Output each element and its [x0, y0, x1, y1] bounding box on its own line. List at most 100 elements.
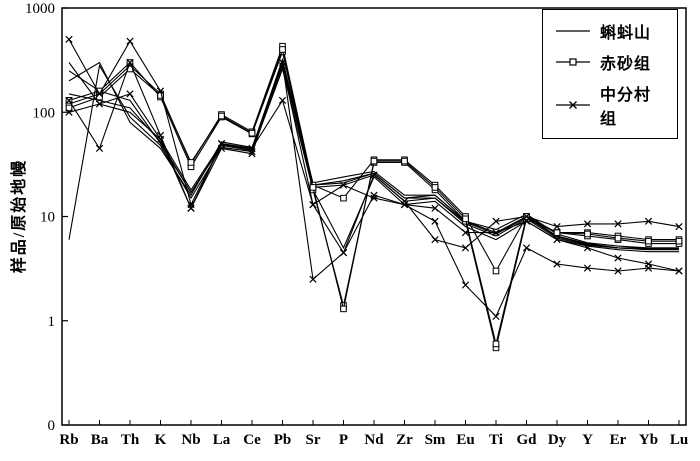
- x-marker: [553, 236, 561, 244]
- x-marker: [461, 281, 470, 289]
- x-marker: [126, 90, 134, 98]
- y-tick-label: 1: [48, 314, 56, 330]
- x-marker: [65, 108, 73, 116]
- x-tick-label: Pb: [274, 432, 292, 448]
- square-marker: [553, 229, 561, 236]
- x-marker: [492, 217, 500, 225]
- y-tick-label: 10: [40, 210, 55, 226]
- legend-item-square: 赤砂组: [555, 50, 667, 74]
- square-marker: [218, 112, 225, 120]
- legend-label: 赤砂组: [600, 56, 652, 73]
- legend-item-line: 蝌蚪山: [555, 19, 667, 43]
- x-marker: [156, 135, 165, 143]
- x-marker: [431, 217, 439, 225]
- square-marker: [614, 234, 622, 242]
- x-marker: [400, 197, 409, 205]
- square-marker: [462, 215, 469, 223]
- square-marker: [279, 46, 286, 53]
- square-marker: [584, 230, 591, 238]
- x-marker: [187, 204, 195, 212]
- legend-item-x: 中分村组: [555, 81, 667, 129]
- x-marker: [553, 222, 561, 231]
- x-marker: [217, 140, 226, 148]
- y-tick-label: 100: [33, 105, 56, 121]
- x-marker: [400, 200, 409, 209]
- x-marker: [614, 220, 622, 228]
- x-tick-label: Nd: [364, 432, 384, 448]
- x-tick-label: Ce: [243, 432, 261, 448]
- x-tick-label: K: [155, 432, 167, 448]
- x-tick-label: Lu: [670, 432, 688, 448]
- x-marker: [675, 267, 683, 275]
- legend: 蝌蚪山 赤砂组 中分村组: [542, 9, 678, 139]
- x-marker: [614, 267, 622, 275]
- x-marker: [492, 312, 500, 321]
- x-marker: [553, 260, 561, 268]
- square-marker: [65, 104, 73, 112]
- x-marker: [339, 181, 348, 189]
- y-tick-label: 0: [48, 418, 56, 434]
- x-marker: [278, 62, 287, 70]
- square-marker: [675, 237, 683, 245]
- x-marker: [675, 222, 683, 231]
- x-marker: [339, 249, 348, 257]
- square-marker-line-icon: [556, 58, 590, 66]
- x-tick-label: Sm: [425, 432, 446, 448]
- x-marker: [248, 147, 256, 156]
- square-marker: [187, 159, 195, 166]
- x-marker: [126, 58, 134, 67]
- square-marker: [645, 237, 652, 245]
- x-marker: [431, 204, 439, 212]
- square-marker: [401, 157, 408, 165]
- x-marker: [522, 244, 531, 252]
- legend-label: 中分村组: [600, 87, 652, 128]
- x-tick-label: Rb: [59, 432, 78, 448]
- x-marker: [583, 244, 592, 252]
- x-marker: [644, 260, 653, 268]
- x-marker: [309, 275, 317, 283]
- x-marker: [278, 96, 287, 104]
- x-marker: [522, 217, 531, 225]
- square-marker: [370, 157, 378, 165]
- x-tick-label: Yb: [639, 432, 658, 448]
- x-tick-label: Y: [582, 432, 593, 448]
- x-marker: [614, 254, 622, 262]
- x-marker: [492, 229, 500, 237]
- x-tick-label: La: [213, 432, 231, 448]
- x-marker: [278, 58, 287, 67]
- x-marker: [156, 87, 165, 95]
- x-marker: [248, 150, 256, 158]
- x-tick-label: Ti: [489, 432, 503, 448]
- x-tick-label: P: [339, 432, 348, 448]
- square-marker: [340, 305, 347, 313]
- x-marker: [431, 236, 439, 244]
- x-marker: [461, 229, 470, 237]
- x-marker: [309, 200, 317, 209]
- x-tick-label: Ba: [91, 432, 109, 448]
- x-tick-label: Th: [121, 432, 140, 448]
- x-tick-label: Gd: [516, 432, 537, 448]
- x-marker: [370, 194, 378, 202]
- x-marker: [65, 96, 73, 104]
- x-marker: [95, 90, 104, 98]
- square-marker: [431, 184, 439, 191]
- x-marker-line-icon: [556, 101, 590, 109]
- x-tick-label: Dy: [548, 432, 567, 448]
- y-axis-title: 样品/原始地幔: [11, 158, 28, 274]
- x-marker: [95, 144, 104, 153]
- x-marker: [644, 217, 653, 225]
- square-marker: [492, 267, 500, 275]
- square-marker: [248, 129, 256, 137]
- square-marker: [492, 340, 500, 348]
- x-marker: [126, 37, 134, 45]
- x-marker: [370, 171, 378, 179]
- x-tick-label: Nb: [181, 432, 200, 448]
- x-tick-label: Eu: [456, 432, 474, 448]
- x-tick-label: Sr: [306, 432, 321, 448]
- x-marker: [95, 100, 104, 108]
- square-marker: [340, 194, 347, 202]
- x-tick-label: Er: [610, 432, 627, 448]
- plain-line-icon: [556, 30, 590, 32]
